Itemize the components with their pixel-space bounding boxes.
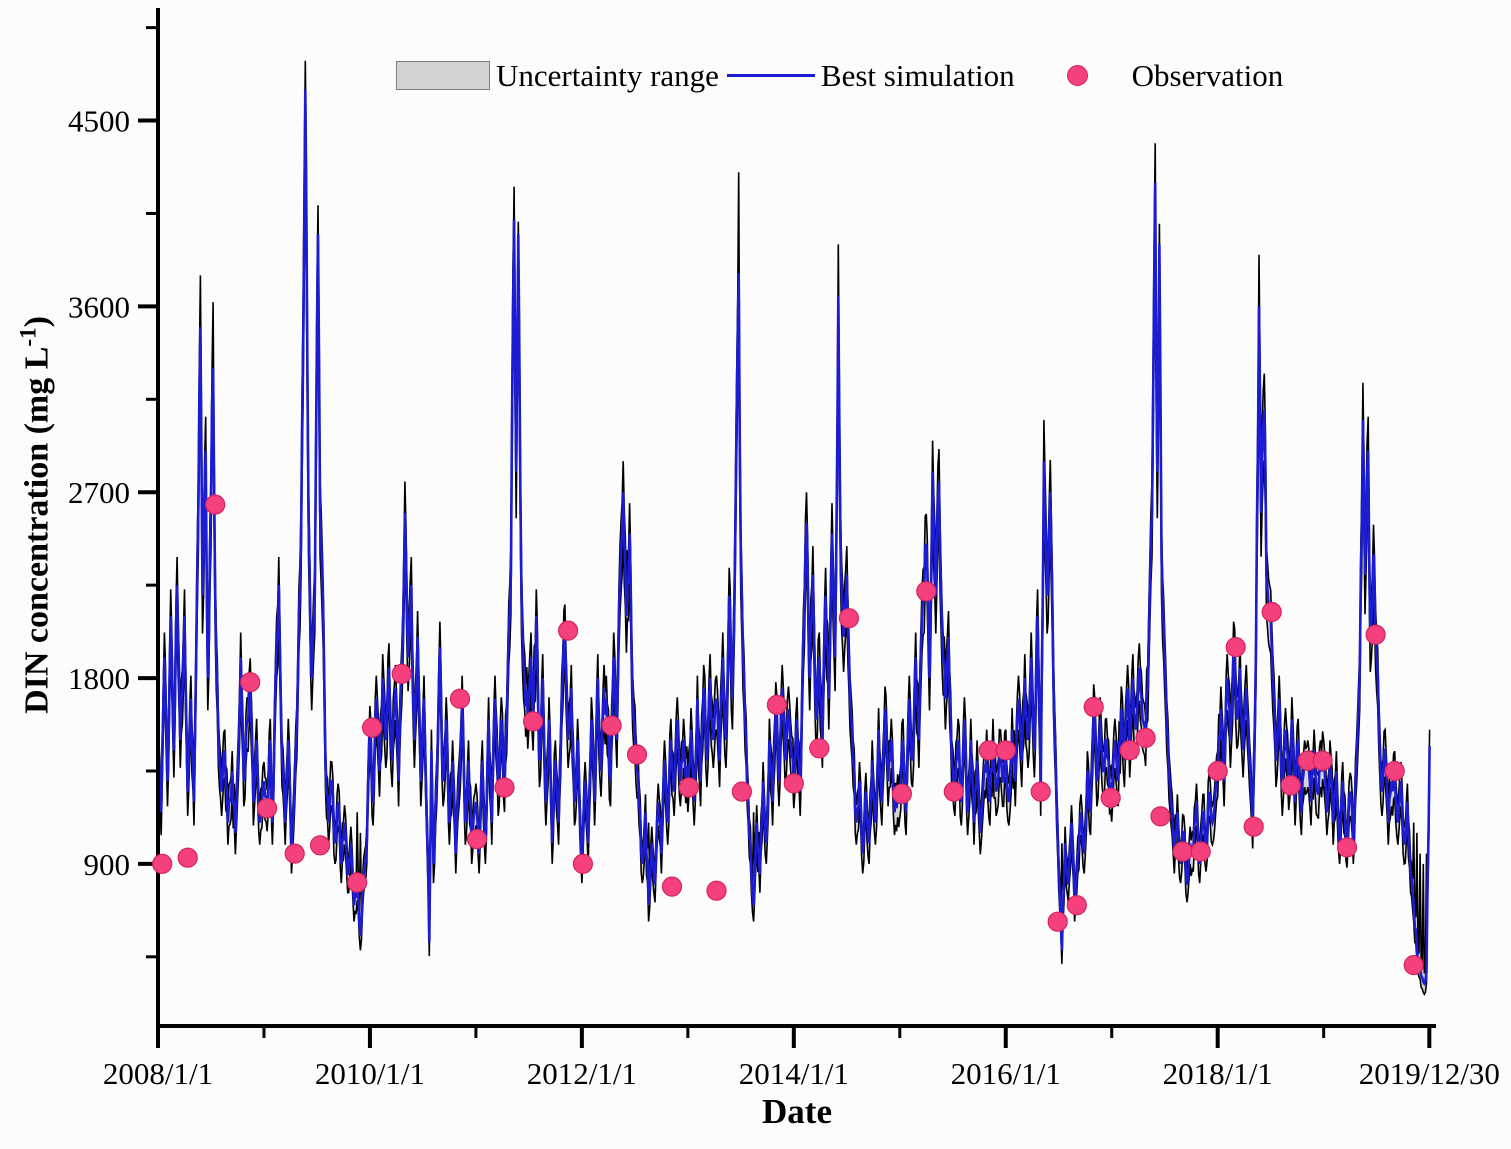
svg-text:3600: 3600 (68, 289, 130, 324)
observation-point (177, 847, 198, 868)
svg-text:2008/1/1: 2008/1/1 (103, 1056, 213, 1091)
observation-point (809, 738, 830, 759)
observation-point (1190, 841, 1211, 862)
svg-text:2019/12/30: 2019/12/30 (1359, 1056, 1500, 1091)
observation-point (783, 773, 804, 794)
svg-text:2010/1/1: 2010/1/1 (315, 1056, 425, 1091)
observation-point (1280, 775, 1301, 796)
observation-point (1225, 636, 1246, 658)
y-axis-title: DIN concentration (mg L-1) (15, 316, 56, 714)
simulation-line-icon (726, 74, 815, 77)
observation-point (978, 740, 999, 761)
svg-text:1800: 1800 (68, 661, 130, 696)
observation-point (1243, 816, 1264, 837)
svg-text:2700: 2700 (68, 475, 130, 510)
observation-point (1384, 760, 1405, 782)
observation-point (1083, 696, 1104, 718)
legend-label-observation: Observation (1131, 58, 1284, 93)
observation-point (601, 715, 622, 736)
observation-point (257, 798, 278, 819)
observation-point (1403, 954, 1424, 976)
observation-point (362, 717, 383, 738)
observation-point (152, 853, 173, 875)
observation-point (1135, 727, 1156, 749)
observation-point (557, 620, 579, 641)
observation-point (1172, 841, 1193, 862)
svg-text:2012/1/1: 2012/1/1 (527, 1056, 637, 1091)
observation-point (1047, 911, 1068, 932)
y-axis-title-superscript: -1 (15, 327, 41, 347)
observation-point (1100, 787, 1121, 808)
observation-point (1030, 781, 1051, 802)
observation-point (205, 494, 226, 515)
y-axis-title-close: ) (18, 316, 56, 328)
uncertainty-band-swatch-icon (396, 61, 490, 90)
observation-point (1365, 624, 1386, 645)
observation-point (731, 781, 753, 802)
svg-text:900: 900 (84, 847, 131, 882)
observation-point (1207, 760, 1228, 782)
svg-text:2014/1/1: 2014/1/1 (739, 1056, 849, 1091)
observation-point (1312, 750, 1333, 771)
observation-point (240, 672, 261, 693)
observation-point (943, 781, 964, 802)
x-axis-title: Date (762, 1092, 832, 1131)
legend-label-uncertainty: Uncertainty range (496, 58, 719, 93)
observation-point (916, 581, 937, 602)
observation-point (766, 694, 788, 716)
observation-point (661, 876, 683, 897)
legend-label-simulation: Best simulation (820, 58, 1015, 93)
svg-text:4500: 4500 (68, 104, 130, 139)
observation-point (1150, 806, 1171, 827)
observation-point (494, 777, 515, 798)
chart-legend: Uncertainty range Best simulation Observ… (396, 60, 1283, 91)
observation-point (522, 711, 544, 732)
observation-point (891, 783, 913, 804)
x-axis-ticks: 2008/1/1 2010/1/1 2012/1/1 2014/1/1 2016/1/1… (103, 1026, 1500, 1091)
observation-dot-icon (1066, 65, 1088, 86)
observation-point (449, 688, 471, 709)
observation-point (1119, 740, 1140, 761)
observation-point (347, 872, 368, 893)
observation-points (152, 494, 1424, 976)
observation-point (1261, 601, 1282, 623)
observation-point (310, 835, 331, 856)
observation-point (1066, 895, 1087, 916)
observation-point (284, 843, 305, 864)
observation-point (678, 777, 700, 798)
observation-point (391, 663, 412, 685)
svg-text:2016/1/1: 2016/1/1 (951, 1056, 1061, 1091)
observation-point (995, 740, 1016, 761)
observation-point (572, 853, 594, 875)
y-axis-title-text: DIN concentration (mg L (18, 346, 56, 714)
observation-point (626, 744, 648, 765)
observation-point (1336, 837, 1358, 858)
uncertainty-band (157, 60, 1431, 996)
y-axis-ticks: 900 1800 2700 3600 4500 (68, 26, 158, 959)
observation-point (466, 828, 488, 850)
observation-point (706, 880, 727, 901)
observation-point (838, 608, 860, 629)
svg-text:2018/1/1: 2018/1/1 (1163, 1056, 1273, 1091)
